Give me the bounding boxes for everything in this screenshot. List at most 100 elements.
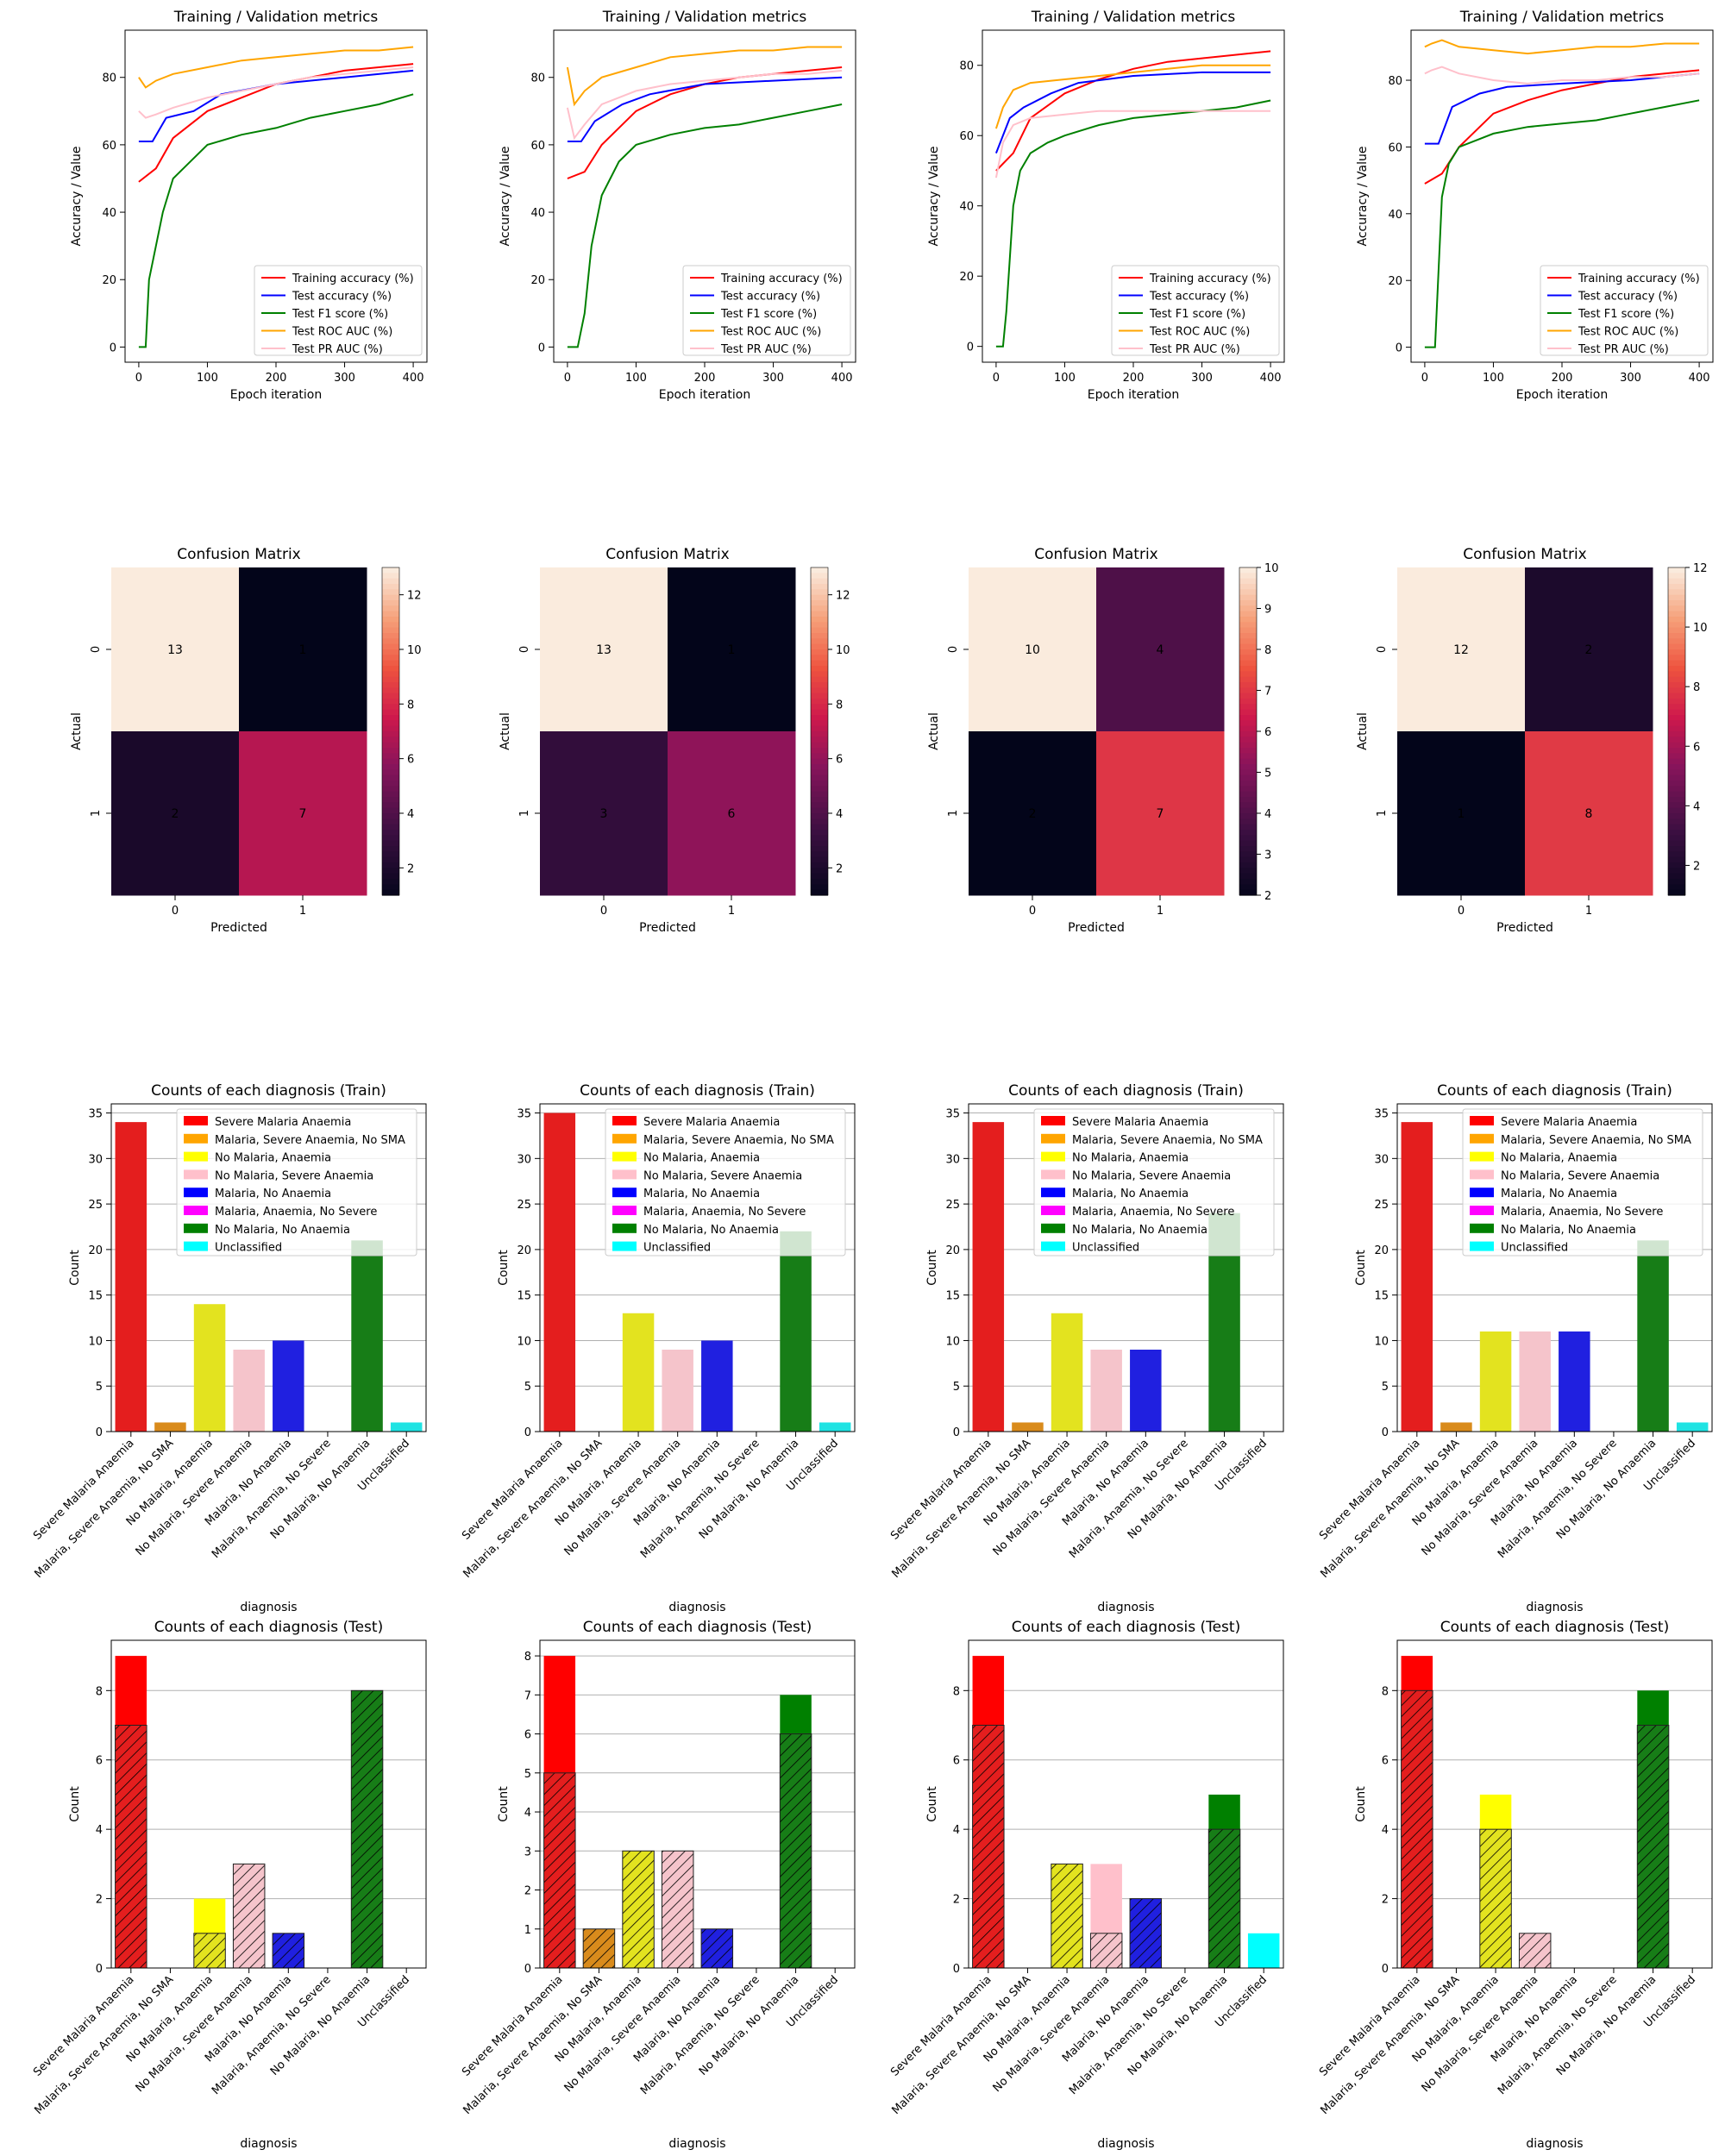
colorbar-segment — [1239, 873, 1257, 880]
colorbar-segment — [1668, 873, 1685, 880]
colorbar-segment — [382, 813, 399, 819]
colorbar-segment — [382, 791, 399, 798]
colorbar-segment — [382, 797, 399, 803]
colorbar-segment — [811, 682, 828, 688]
legend-entry: Test accuracy (%) — [292, 291, 392, 304]
cell-value: 13 — [596, 643, 612, 657]
x-tick-label: 0 — [1421, 372, 1428, 385]
colorbar-segment — [1668, 611, 1685, 617]
y-axis-label: Count — [497, 1250, 511, 1286]
heatmap-cell — [1525, 731, 1653, 896]
y-tick-label: 25 — [517, 1199, 531, 1212]
colorbar-segment — [1668, 660, 1685, 667]
colorbar-segment — [382, 567, 399, 573]
x-tick-label: 1 — [1585, 905, 1592, 918]
colorbar-tick-label: 8 — [836, 699, 843, 711]
y-tick-label: 3 — [524, 1846, 531, 1858]
colorbar-segment — [1239, 725, 1257, 732]
y-tick-label: 0 — [1382, 1963, 1389, 1976]
colorbar-segment — [1239, 655, 1257, 661]
legend-swatch — [612, 1241, 637, 1251]
colorbar-segment — [811, 884, 828, 891]
series-line — [1424, 99, 1700, 348]
y-tick-label: 15 — [517, 1290, 531, 1303]
y-tick-label: 0 — [110, 342, 116, 354]
x-axis-label: Predicted — [1496, 921, 1553, 935]
colorbar-segment — [811, 627, 828, 634]
colorbar-segment — [382, 846, 399, 852]
y-tick-label: 1 — [947, 810, 960, 817]
colorbar-tick-label: 9 — [1264, 604, 1271, 617]
chart-title: Training / Validation metrics — [1031, 9, 1236, 26]
bar-correct-hatch — [193, 1933, 226, 1969]
y-tick-label: 40 — [102, 207, 116, 220]
colorbar-segment — [811, 813, 828, 819]
y-axis-label: Accuracy / Value — [70, 147, 84, 247]
colorbar-tick-label: 6 — [407, 754, 414, 767]
colorbar-segment — [1668, 840, 1685, 847]
colorbar-segment — [382, 578, 399, 585]
y-tick-label: 8 — [96, 1685, 103, 1698]
y-tick-label: 40 — [530, 207, 545, 220]
colorbar-segment — [1668, 676, 1685, 683]
colorbar-segment — [1239, 578, 1257, 585]
series-line — [1424, 72, 1700, 145]
heatmap-cell — [1397, 567, 1526, 732]
y-tick-label: 5 — [96, 1381, 103, 1394]
bar — [115, 1122, 147, 1432]
plot-frame — [539, 1639, 856, 1969]
colorbar-segment — [1239, 693, 1257, 699]
colorbar-tick-label: 8 — [407, 699, 414, 711]
x-axis-label: Epoch iteration — [659, 388, 750, 402]
legend-swatch — [1470, 1241, 1494, 1251]
colorbar-segment — [382, 704, 399, 711]
colorbar-segment — [1668, 742, 1685, 749]
y-tick-label: 0 — [1382, 1426, 1389, 1439]
cell-value: 13 — [167, 643, 183, 657]
y-tick-label: 25 — [88, 1199, 103, 1212]
heatmap-cell — [239, 731, 367, 896]
x-tick-label: Malaria, Severe Anaemia, No SMA — [889, 1437, 1033, 1581]
y-tick-label: 15 — [88, 1290, 103, 1303]
legend-entry: No Malaria, No Anaemia — [1501, 1224, 1636, 1237]
bar — [1401, 1122, 1433, 1432]
y-tick-label: 0 — [96, 1963, 103, 1976]
colorbar-segment — [811, 573, 828, 580]
colorbar-segment — [1668, 753, 1685, 760]
colorbar-segment — [1668, 589, 1685, 596]
colorbar-segment — [1668, 633, 1685, 639]
y-tick-label: 7 — [524, 1689, 531, 1702]
legend-entry: No Malaria, Severe Anaemia — [1501, 1169, 1659, 1182]
y-axis-label: Count — [497, 1786, 511, 1822]
bar — [1130, 1350, 1162, 1432]
colorbar-segment — [382, 676, 399, 683]
x-tick-label: 200 — [1552, 372, 1573, 385]
colorbar-segment — [1239, 605, 1257, 612]
legend-entry: Unclassified — [215, 1242, 282, 1255]
colorbar-tick-label: 10 — [1693, 622, 1708, 635]
colorbar-segment — [1668, 884, 1685, 891]
colorbar-segment — [1239, 818, 1257, 825]
colorbar-segment — [1239, 666, 1257, 672]
x-tick-label: 1 — [299, 905, 306, 918]
y-tick-label: 6 — [524, 1729, 531, 1742]
legend-entry: Unclassified — [1072, 1242, 1139, 1255]
colorbar-segment — [1668, 682, 1685, 688]
colorbar-segment — [1239, 830, 1257, 836]
chart-title: Counts of each diagnosis (Test) — [154, 1619, 383, 1636]
colorbar-tick-label: 10 — [836, 644, 850, 657]
y-tick-label: 25 — [945, 1199, 960, 1212]
y-tick-label: 0 — [1376, 646, 1389, 653]
chart-title: Counts of each diagnosis (Test) — [583, 1619, 812, 1636]
colorbar-segment — [1239, 862, 1257, 868]
heatmap-cell — [111, 731, 240, 896]
y-tick-label: 20 — [517, 1244, 531, 1257]
colorbar-segment — [811, 748, 828, 754]
y-tick-label: 0 — [96, 1426, 103, 1439]
bar-correct-hatch — [1089, 1933, 1123, 1969]
y-tick-label: 20 — [959, 271, 974, 284]
